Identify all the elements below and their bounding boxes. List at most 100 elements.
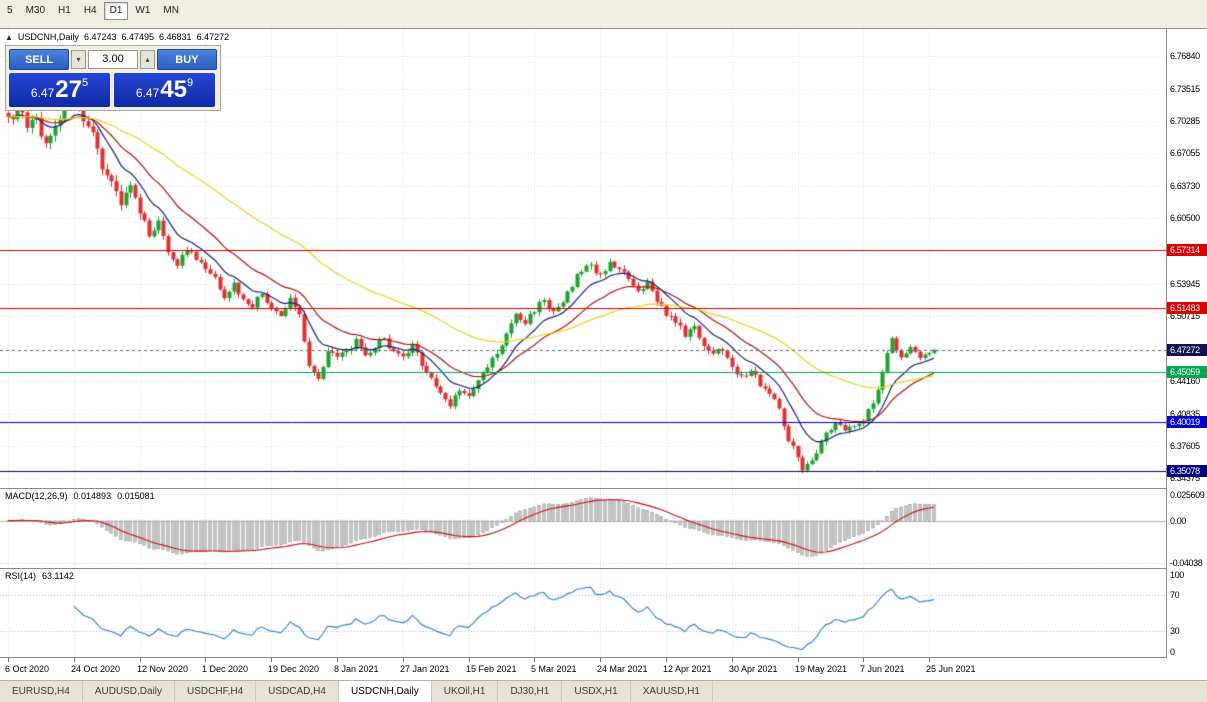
sell-price-main: 6.47 <box>30 86 55 100</box>
time-axis-tick <box>732 658 733 662</box>
macd-canvas[interactable] <box>0 489 1166 568</box>
chart-tab-usdcnh-daily[interactable]: USDCNH,Daily <box>338 681 432 702</box>
chart-info-line: ▲ USDCNH,Daily 6.47243 6.47495 6.46831 6.4727… <box>5 32 234 42</box>
price-scale-label: 6.34375 <box>1170 473 1200 483</box>
timeframe-button-m30[interactable]: M30 <box>25 5 46 16</box>
ohlc-open: 6.47243 <box>83 32 117 42</box>
ohlc-close: 6.47272 <box>196 32 230 42</box>
time-axis-tick <box>74 658 75 662</box>
price-scale-label: 6.76840 <box>1170 51 1200 62</box>
chart-tab-xauusd-h1[interactable]: XAUUSD,H1 <box>631 681 713 702</box>
buy-button[interactable]: BUY <box>156 49 217 70</box>
timeframe-button-h1[interactable]: H1 <box>58 5 71 16</box>
macd-scale-label: 0.00 <box>1170 515 1186 526</box>
time-axis-tick <box>929 658 930 662</box>
chart-window: ▲ USDCNH,Daily 6.47243 6.47495 6.46831 6.4727… <box>0 28 1207 681</box>
buy-price-display[interactable]: 6.47 45 9 <box>114 73 215 107</box>
time-axis-label: 12 Apr 2021 <box>663 664 712 674</box>
chart-tab-audusd-daily[interactable]: AUDUSD,Daily <box>83 681 176 702</box>
price-scale-label: 6.60500 <box>1170 213 1200 224</box>
time-axis-tick <box>271 658 272 662</box>
macd-value-signal: 0.015081 <box>117 491 155 501</box>
sell-price-pipette: 5 <box>81 77 89 89</box>
one-click-trading-panel: SELL ▾ 3.00 ▴ BUY 6.47 27 5 6.47 45 9 <box>5 45 221 111</box>
time-axis-tick <box>8 658 9 662</box>
rsi-title: RSI(14) <box>5 571 37 581</box>
timeframe-button-w1[interactable]: W1 <box>135 5 151 16</box>
sell-price-pips: 27 <box>55 76 82 103</box>
rsi-pane: RSI(14) 63.1142 <box>0 569 1166 658</box>
level-price-tag: 6.51483 <box>1167 302 1207 314</box>
buy-price-pipette: 9 <box>186 77 194 89</box>
time-axis[interactable]: 6 Oct 2020 24 Oct 2020 12 Nov 2020 1 Dec 20… <box>0 658 1207 681</box>
volume-decrease-button[interactable]: ▾ <box>71 50 86 69</box>
time-axis-tick <box>534 658 535 662</box>
buy-price-pips: 45 <box>160 76 187 103</box>
price-scale-label: 6.70285 <box>1170 116 1200 127</box>
rsi-scale-label: 70 <box>1170 590 1180 601</box>
time-axis-label: 8 Jan 2021 <box>334 664 379 674</box>
time-axis-label: 27 Jan 2021 <box>400 664 450 674</box>
time-axis-label: 5 Mar 2021 <box>531 664 577 674</box>
rsi-scale-label: 30 <box>1170 625 1180 636</box>
level-price-tag: 6.40019 <box>1167 415 1207 428</box>
rsi-scale-label: 0 <box>1170 647 1175 657</box>
sell-price-display[interactable]: 6.47 27 5 <box>9 73 110 107</box>
volume-input[interactable]: 3.00 <box>87 50 139 69</box>
time-axis-label: 25 Jun 2021 <box>926 664 976 674</box>
sell-button[interactable]: SELL <box>9 49 70 70</box>
buy-price-main: 6.47 <box>135 86 160 100</box>
one-click-trading-toggle-icon[interactable]: ▲ <box>5 33 13 42</box>
timeframe-button-mn[interactable]: MN <box>163 5 179 16</box>
time-axis-label: 24 Oct 2020 <box>71 664 121 674</box>
timeframe-button-d1[interactable]: D1 <box>103 2 129 20</box>
time-axis-label: 19 May 2021 <box>795 664 848 674</box>
time-axis-tick <box>337 658 338 662</box>
price-scale-label: 6.37605 <box>1170 440 1200 451</box>
macd-title: MACD(12,26,9) <box>5 491 68 501</box>
time-axis-tick <box>205 658 206 662</box>
macd-scale-label: 0.025609 <box>1170 490 1205 500</box>
time-axis-label: 6 Oct 2020 <box>5 664 50 674</box>
macd-value-main: 0.014893 <box>73 491 112 501</box>
time-axis-tick <box>403 658 404 662</box>
timeframe-button-h4[interactable]: H4 <box>83 5 97 16</box>
time-axis-tick <box>666 658 667 662</box>
price-scale-axis[interactable]: 6.76840 6.73515 6.70285 6.67055 6.63730 6.605… <box>1166 29 1207 658</box>
rsi-scale-label: 100 <box>1170 570 1184 580</box>
rsi-canvas[interactable] <box>0 569 1166 657</box>
chart-tab-dj30-h1[interactable]: DJ30,H1 <box>498 681 563 702</box>
price-scale-label: 6.50715 <box>1170 310 1200 321</box>
price-scale-label: 6.67055 <box>1170 148 1200 159</box>
rsi-value: 63.1142 <box>42 571 74 581</box>
time-axis-label: 12 Nov 2020 <box>137 664 189 674</box>
chart-tab-usdx-h1[interactable]: USDX,H1 <box>562 681 631 702</box>
chart-tab-usdchf-h4[interactable]: USDCHF,H4 <box>175 681 257 702</box>
ohlc-high: 6.47495 <box>121 32 155 42</box>
price-scale-label: 6.44160 <box>1170 375 1200 386</box>
current-price-tag: 6.47272 <box>1167 343 1207 356</box>
volume-increase-button[interactable]: ▴ <box>140 50 155 69</box>
macd-scale-label: -0.04038 <box>1170 558 1203 569</box>
chart-tabs-bar: EURUSD,H4 AUDUSD,Daily USDCHF,H4 USDCAD,H4 U… <box>0 680 1207 702</box>
chart-tab-ukoil-h1[interactable]: UKOil,H1 <box>432 681 499 702</box>
ohlc-low: 6.46831 <box>159 32 192 42</box>
price-chart-pane: ▲ USDCNH,Daily 6.47243 6.47495 6.46831 6.4727… <box>0 29 1166 489</box>
chart-tab-usdcad-h4[interactable]: USDCAD,H4 <box>256 681 339 702</box>
time-axis-label: 1 Dec 2020 <box>202 664 249 674</box>
macd-pane: MACD(12,26,9) 0.014893 0.015081 <box>0 489 1166 569</box>
time-axis-tick <box>863 658 864 662</box>
level-price-tag: 6.35078 <box>1167 465 1207 478</box>
time-axis-tick <box>798 658 799 662</box>
level-price-tag: 6.45059 <box>1167 365 1207 378</box>
time-axis-tick <box>600 658 601 662</box>
timeframe-toolbar: 5 M30 H1 H4 D1 W1 MN <box>0 0 1207 28</box>
timeframe-button-5[interactable]: 5 <box>7 5 13 16</box>
price-scale-label: 6.63730 <box>1170 181 1200 192</box>
chart-symbol-period: USDCNH,Daily <box>17 32 79 42</box>
chart-tab-eurusd-h4[interactable]: EURUSD,H4 <box>0 681 83 702</box>
rsi-header: RSI(14) 63.1142 <box>5 571 80 581</box>
level-price-tag: 6.57314 <box>1167 244 1207 257</box>
time-axis-label: 7 Jun 2021 <box>860 664 905 674</box>
price-scale-label: 6.73515 <box>1170 84 1200 95</box>
